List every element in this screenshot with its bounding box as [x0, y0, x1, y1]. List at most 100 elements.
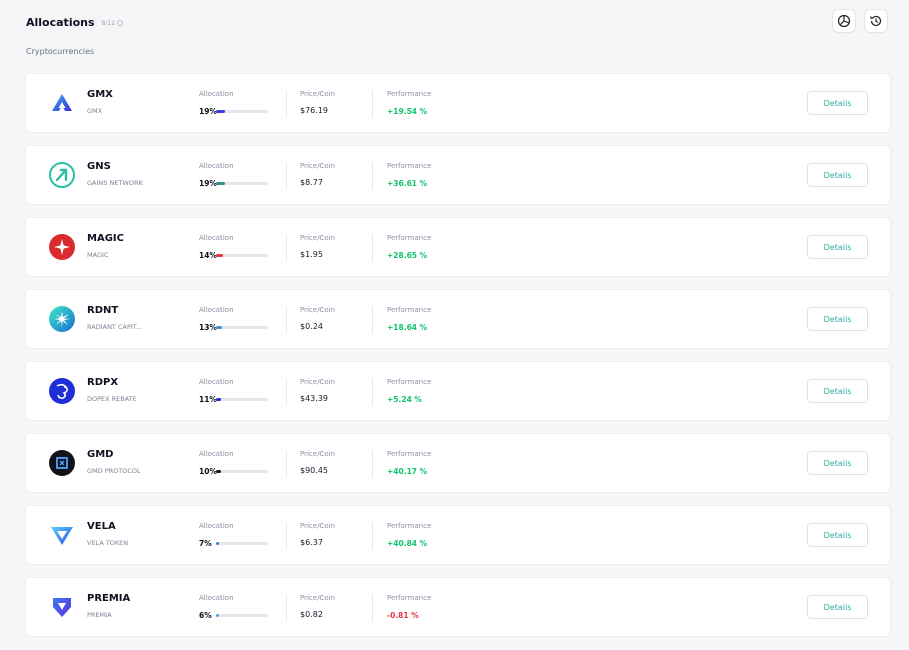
history-button[interactable]	[864, 9, 888, 33]
allocation-bar	[216, 110, 268, 113]
section-label: Cryptocurrencies	[26, 47, 95, 56]
allocations-header: Allocations 8/12	[26, 9, 892, 34]
performance-label: Performance	[387, 594, 432, 602]
asset-card-vela: VELA VELA TOKEN Allocation 7% Price/Coin…	[26, 506, 890, 564]
asset-symbol: GNS	[87, 161, 111, 172]
asset-symbol: RDPX	[87, 377, 119, 388]
allocation-bar-fill	[216, 254, 223, 257]
allocation-label: Allocation	[199, 378, 234, 386]
details-button[interactable]: Details	[807, 379, 868, 403]
divider	[372, 162, 373, 190]
allocation-bar	[216, 614, 268, 617]
allocation-bar-fill	[216, 542, 220, 545]
price-label: Price/Coin	[300, 522, 335, 530]
performance-value: +36.61 %	[387, 179, 428, 188]
asset-card-rdpx: RDPX DOPEX REBATE Allocation 11% Price/C…	[26, 362, 890, 420]
allocation-bar	[216, 542, 268, 545]
page-title: Allocations	[26, 15, 95, 29]
asset-symbol: PREMIA	[87, 593, 131, 604]
price-value: $76.19	[300, 106, 328, 115]
divider	[286, 450, 287, 478]
performance-label: Performance	[387, 234, 432, 242]
price-value: $8.77	[300, 178, 323, 187]
allocation-percent: 14%	[199, 251, 217, 260]
allocation-bar-fill	[216, 182, 225, 185]
asset-symbol: GMD	[87, 449, 114, 460]
allocation-bar	[216, 326, 268, 329]
price-value: $90.45	[300, 466, 328, 475]
divider	[372, 306, 373, 334]
asset-name: RADIANT CAPIT...	[87, 323, 143, 331]
details-button[interactable]: Details	[807, 307, 868, 331]
asset-card-gns: GNS GAINS NETWORK Allocation 19% Price/C…	[26, 146, 890, 204]
divider	[286, 522, 287, 550]
price-label: Price/Coin	[300, 306, 335, 314]
performance-label: Performance	[387, 522, 432, 530]
info-icon[interactable]	[117, 20, 124, 26]
rdpx-logo-icon	[48, 377, 76, 405]
performance-label: Performance	[387, 306, 432, 314]
price-label: Price/Coin	[300, 162, 335, 170]
performance-value: +18.64 %	[387, 323, 428, 332]
allocation-percent: 6%	[199, 611, 212, 620]
asset-card-gmx: GMX GMX Allocation 19% Price/Coin $76.19…	[26, 74, 890, 132]
divider	[286, 90, 287, 118]
details-button[interactable]: Details	[807, 523, 868, 547]
details-button[interactable]: Details	[807, 595, 868, 619]
price-label: Price/Coin	[300, 234, 335, 242]
divider	[286, 594, 287, 622]
details-button[interactable]: Details	[807, 91, 868, 115]
divider	[372, 90, 373, 118]
details-button[interactable]: Details	[807, 451, 868, 475]
allocation-label: Allocation	[199, 162, 234, 170]
asset-symbol: MAGIC	[87, 233, 124, 244]
allocation-bar-fill	[216, 326, 223, 329]
allocation-percent: 7%	[199, 539, 212, 548]
price-label: Price/Coin	[300, 378, 335, 386]
asset-name: PREMIA	[87, 611, 112, 619]
allocation-percent: 19%	[199, 107, 217, 116]
divider	[372, 522, 373, 550]
allocation-bar	[216, 254, 268, 257]
vela-logo-icon	[48, 521, 76, 549]
pie-chart-icon	[837, 14, 851, 28]
performance-value: +40.17 %	[387, 467, 428, 476]
asset-card-rdnt: RDNT RADIANT CAPIT... Allocation 13% Pri…	[26, 290, 890, 348]
asset-list: GMX GMX Allocation 19% Price/Coin $76.19…	[26, 74, 890, 650]
asset-name: GMD PROTOCOL	[87, 467, 141, 475]
price-label: Price/Coin	[300, 594, 335, 602]
performance-value: +28.65 %	[387, 251, 428, 260]
price-value: $0.24	[300, 322, 323, 331]
allocation-percent: 19%	[199, 179, 217, 188]
allocation-percent: 11%	[199, 395, 217, 404]
asset-name: GAINS NETWORK	[87, 179, 143, 187]
history-icon	[869, 15, 882, 27]
divider	[372, 234, 373, 262]
chart-view-button[interactable]	[832, 9, 856, 33]
allocation-bar	[216, 470, 268, 473]
asset-name: VELA TOKEN	[87, 539, 129, 547]
allocation-label: Allocation	[199, 450, 234, 458]
divider	[372, 450, 373, 478]
allocation-bar-fill	[216, 614, 219, 617]
allocation-bar	[216, 182, 268, 185]
allocation-label: Allocation	[199, 90, 234, 98]
performance-label: Performance	[387, 450, 432, 458]
performance-value: +40.84 %	[387, 539, 428, 548]
price-value: $6.37	[300, 538, 323, 547]
asset-symbol: VELA	[87, 521, 116, 532]
allocation-percent: 10%	[199, 467, 217, 476]
asset-name: MAGIC	[87, 251, 109, 259]
details-button[interactable]: Details	[807, 235, 868, 259]
allocation-count: 8/12	[101, 19, 116, 27]
price-label: Price/Coin	[300, 450, 335, 458]
performance-label: Performance	[387, 378, 432, 386]
divider	[372, 378, 373, 406]
details-button[interactable]: Details	[807, 163, 868, 187]
gmd-logo-icon	[48, 449, 76, 477]
rdnt-logo-icon	[48, 305, 76, 333]
price-value: $1.95	[300, 250, 323, 259]
asset-card-premia: PREMIA PREMIA Allocation 6% Price/Coin $…	[26, 578, 890, 636]
asset-card-magic: MAGIC MAGIC Allocation 14% Price/Coin $1…	[26, 218, 890, 276]
allocation-percent: 13%	[199, 323, 217, 332]
